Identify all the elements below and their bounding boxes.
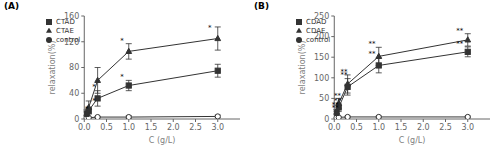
svg-text:*: * [120, 37, 124, 45]
svg-text:100: 100 [314, 74, 329, 83]
svg-text:*: * [85, 105, 89, 113]
svg-text:120: 120 [64, 38, 79, 47]
svg-text:relaxation(%): relaxation(%) [298, 41, 307, 95]
svg-text:3.0: 3.0 [211, 123, 224, 132]
svg-text:2.0: 2.0 [167, 123, 180, 132]
svg-text:0.0: 0.0 [78, 123, 91, 132]
svg-text:*: * [208, 24, 212, 32]
svg-text:40: 40 [69, 89, 79, 98]
svg-text:C (g/L): C (g/L) [399, 136, 426, 145]
svg-text:0.5: 0.5 [100, 123, 113, 132]
svg-text:**: ** [369, 40, 377, 48]
svg-text:0.5: 0.5 [350, 123, 363, 132]
svg-text:80: 80 [69, 63, 79, 72]
svg-text:50: 50 [319, 94, 329, 103]
svg-text:*: * [92, 97, 96, 105]
svg-text:**: ** [334, 92, 342, 100]
svg-text:2.5: 2.5 [189, 123, 202, 132]
svg-text:0: 0 [74, 115, 79, 124]
svg-text:2.5: 2.5 [439, 123, 452, 132]
svg-text:160: 160 [64, 12, 79, 21]
svg-text:2.0: 2.0 [417, 123, 430, 132]
svg-text:1.0: 1.0 [372, 123, 385, 132]
svg-text:0: 0 [324, 115, 329, 124]
svg-text:**: ** [369, 50, 377, 58]
svg-text:1.5: 1.5 [145, 123, 158, 132]
svg-text:0.0: 0.0 [328, 123, 341, 132]
svg-text:C (g/L): C (g/L) [149, 136, 176, 145]
svg-text:relaxation(%): relaxation(%) [48, 41, 57, 95]
svg-text:1.0: 1.0 [122, 123, 135, 132]
svg-text:1.5: 1.5 [395, 123, 408, 132]
svg-text:3.0: 3.0 [461, 123, 474, 132]
svg-text:*: * [92, 83, 96, 91]
svg-text:250: 250 [314, 12, 329, 21]
svg-text:200: 200 [314, 32, 329, 41]
svg-text:*: * [120, 73, 124, 81]
svg-text:**: ** [341, 68, 349, 76]
svg-text:**: ** [456, 40, 464, 48]
svg-text:**: ** [456, 27, 464, 35]
svg-text:150: 150 [314, 53, 329, 62]
